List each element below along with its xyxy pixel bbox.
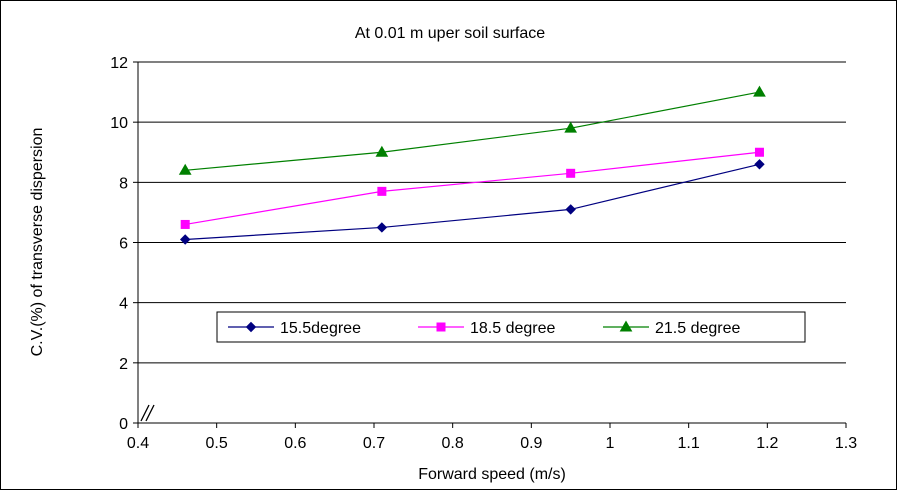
y-tick-label: 12 bbox=[110, 55, 128, 72]
x-tick-label: 0.9 bbox=[520, 435, 542, 452]
data-point-square bbox=[180, 219, 190, 229]
y-tick-label: 10 bbox=[110, 115, 128, 132]
y-tick-label: 8 bbox=[119, 175, 128, 192]
data-point-diamond bbox=[565, 204, 576, 215]
data-point-triangle bbox=[753, 85, 766, 97]
y-tick-label: 2 bbox=[119, 356, 128, 373]
series-18.5-degree bbox=[180, 147, 764, 229]
data-point-square bbox=[377, 186, 387, 196]
data-point-diamond bbox=[376, 222, 388, 233]
x-tick-label: 1 bbox=[606, 435, 615, 452]
data-point-diamond bbox=[245, 321, 257, 333]
series-lines bbox=[178, 85, 766, 245]
legend-label: 21.5 degree bbox=[655, 320, 741, 337]
series-21.5-degree bbox=[178, 85, 766, 175]
x-tick-label: 0.4 bbox=[127, 435, 149, 452]
data-point-triangle bbox=[564, 121, 578, 133]
x-tick-label: 0.6 bbox=[284, 435, 306, 452]
y-tick-label: 6 bbox=[119, 236, 128, 253]
data-point-triangle bbox=[375, 145, 389, 157]
data-point-triangle bbox=[178, 163, 192, 175]
legend-label: 15.5degree bbox=[280, 320, 361, 337]
y-tick-label: 0 bbox=[119, 416, 128, 433]
y-tick-label: 4 bbox=[119, 296, 128, 313]
data-point-triangle bbox=[619, 320, 633, 332]
x-tick-label: 1.1 bbox=[678, 435, 700, 452]
x-tick-label: 0.5 bbox=[206, 435, 228, 452]
x-axis-label: Forward speed (m/s) bbox=[418, 466, 566, 483]
y-axis-label: C.V.(%) of transverse dispersion bbox=[29, 128, 46, 357]
series-line bbox=[185, 163, 760, 241]
data-point-square bbox=[754, 147, 764, 157]
legend-box bbox=[216, 311, 806, 343]
legend: 15.5degree 18.5 degree 21.5 degree bbox=[216, 311, 806, 343]
data-point-diamond bbox=[179, 234, 191, 245]
data-point-square bbox=[436, 322, 446, 332]
series-line bbox=[185, 91, 760, 171]
x-tick-label: 0.7 bbox=[363, 435, 385, 452]
legend-label: 18.5 degree bbox=[470, 320, 556, 337]
data-point-diamond bbox=[754, 159, 765, 170]
axis-break-mark bbox=[145, 404, 155, 422]
x-tick-label: 0.8 bbox=[442, 435, 464, 452]
gridlines bbox=[138, 61, 846, 364]
series-15.5degree bbox=[179, 159, 765, 245]
axis-break-mark bbox=[140, 404, 150, 422]
chart-title: At 0.01 m uper soil surface bbox=[355, 25, 545, 42]
axes: 0 2 4 6 8 10 12 0.4 0.5 0.6 0.7 0.8 0.9 1 1.1 1.2 1.3 bbox=[110, 55, 857, 452]
x-tick-label: 1.3 bbox=[835, 435, 857, 452]
series-line bbox=[185, 151, 760, 226]
data-point-square bbox=[566, 168, 576, 178]
x-tick-label: 1.2 bbox=[756, 435, 778, 452]
